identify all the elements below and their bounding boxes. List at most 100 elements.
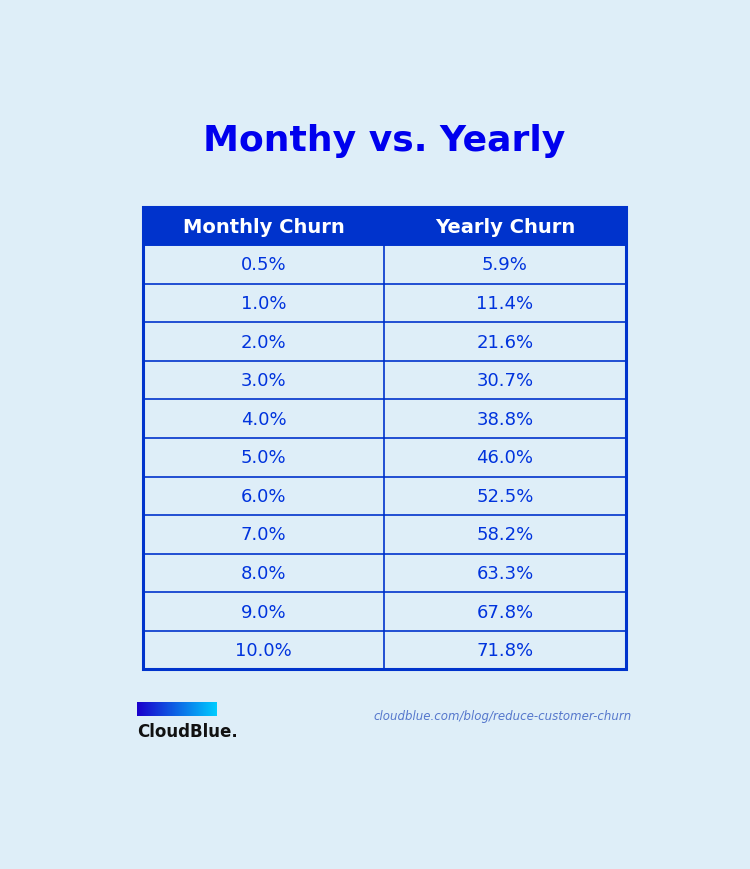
FancyBboxPatch shape: [149, 702, 151, 717]
FancyBboxPatch shape: [192, 702, 194, 717]
FancyBboxPatch shape: [143, 208, 626, 670]
FancyBboxPatch shape: [165, 702, 166, 717]
FancyBboxPatch shape: [181, 702, 182, 717]
Text: 5.0%: 5.0%: [241, 448, 286, 467]
FancyBboxPatch shape: [170, 702, 172, 717]
FancyBboxPatch shape: [190, 702, 191, 717]
FancyBboxPatch shape: [172, 702, 173, 717]
FancyBboxPatch shape: [211, 702, 213, 717]
Text: 52.5%: 52.5%: [476, 488, 534, 505]
Text: 21.6%: 21.6%: [476, 333, 533, 351]
FancyBboxPatch shape: [208, 702, 209, 717]
Text: 58.2%: 58.2%: [476, 526, 533, 544]
FancyBboxPatch shape: [156, 702, 158, 717]
FancyBboxPatch shape: [186, 702, 188, 717]
Text: Yearly Churn: Yearly Churn: [435, 217, 575, 236]
FancyBboxPatch shape: [205, 702, 206, 717]
FancyBboxPatch shape: [152, 702, 154, 717]
FancyBboxPatch shape: [145, 702, 146, 717]
FancyBboxPatch shape: [202, 702, 204, 717]
Text: 46.0%: 46.0%: [476, 448, 533, 467]
Text: 8.0%: 8.0%: [241, 564, 286, 582]
Text: CloudBlue.: CloudBlue.: [137, 722, 238, 740]
FancyBboxPatch shape: [171, 702, 172, 717]
FancyBboxPatch shape: [158, 702, 160, 717]
Text: 30.7%: 30.7%: [476, 372, 533, 389]
Text: cloudblue.com/blog/reduce-customer-churn: cloudblue.com/blog/reduce-customer-churn: [374, 709, 632, 722]
FancyBboxPatch shape: [154, 702, 155, 717]
Text: 9.0%: 9.0%: [241, 603, 286, 620]
Text: Monthy vs. Yearly: Monthy vs. Yearly: [203, 124, 566, 158]
FancyBboxPatch shape: [142, 702, 143, 717]
Text: 67.8%: 67.8%: [476, 603, 533, 620]
FancyBboxPatch shape: [209, 702, 210, 717]
Text: 38.8%: 38.8%: [476, 410, 533, 428]
FancyBboxPatch shape: [153, 702, 154, 717]
Text: 4.0%: 4.0%: [241, 410, 286, 428]
FancyBboxPatch shape: [196, 702, 198, 717]
FancyBboxPatch shape: [163, 702, 164, 717]
FancyBboxPatch shape: [150, 702, 152, 717]
FancyBboxPatch shape: [140, 702, 142, 717]
FancyBboxPatch shape: [166, 702, 169, 717]
FancyBboxPatch shape: [202, 702, 203, 717]
FancyBboxPatch shape: [160, 702, 161, 717]
FancyBboxPatch shape: [196, 702, 197, 717]
FancyBboxPatch shape: [215, 702, 217, 717]
FancyBboxPatch shape: [144, 702, 146, 717]
Text: Monthly Churn: Monthly Churn: [183, 217, 345, 236]
FancyBboxPatch shape: [206, 702, 207, 717]
FancyBboxPatch shape: [162, 702, 164, 717]
FancyBboxPatch shape: [184, 702, 186, 717]
Text: 71.8%: 71.8%: [476, 641, 533, 660]
FancyBboxPatch shape: [172, 702, 174, 717]
FancyBboxPatch shape: [190, 702, 192, 717]
Text: 3.0%: 3.0%: [241, 372, 286, 389]
FancyBboxPatch shape: [161, 702, 163, 717]
FancyBboxPatch shape: [187, 702, 188, 717]
FancyBboxPatch shape: [176, 702, 177, 717]
FancyBboxPatch shape: [209, 702, 211, 717]
FancyBboxPatch shape: [199, 702, 200, 717]
FancyBboxPatch shape: [159, 702, 160, 717]
FancyBboxPatch shape: [211, 702, 212, 717]
Text: 10.0%: 10.0%: [236, 641, 292, 660]
FancyBboxPatch shape: [182, 702, 183, 717]
FancyBboxPatch shape: [200, 702, 201, 717]
Text: 11.4%: 11.4%: [476, 295, 533, 313]
FancyBboxPatch shape: [198, 702, 200, 717]
FancyBboxPatch shape: [203, 702, 206, 717]
FancyBboxPatch shape: [151, 702, 152, 717]
FancyBboxPatch shape: [180, 702, 182, 717]
FancyBboxPatch shape: [146, 702, 148, 717]
FancyBboxPatch shape: [148, 702, 149, 717]
Text: 2.0%: 2.0%: [241, 333, 286, 351]
FancyBboxPatch shape: [184, 702, 185, 717]
FancyBboxPatch shape: [212, 702, 214, 717]
FancyBboxPatch shape: [206, 702, 209, 717]
FancyBboxPatch shape: [214, 702, 215, 717]
FancyBboxPatch shape: [174, 702, 176, 717]
FancyBboxPatch shape: [139, 702, 140, 717]
FancyBboxPatch shape: [188, 702, 189, 717]
FancyBboxPatch shape: [214, 702, 216, 717]
Text: 1.0%: 1.0%: [241, 295, 286, 313]
FancyBboxPatch shape: [147, 702, 148, 717]
FancyBboxPatch shape: [143, 702, 145, 717]
Text: 6.0%: 6.0%: [241, 488, 286, 505]
FancyBboxPatch shape: [141, 702, 142, 717]
FancyBboxPatch shape: [143, 208, 626, 246]
FancyBboxPatch shape: [200, 702, 202, 717]
FancyBboxPatch shape: [137, 702, 139, 717]
FancyBboxPatch shape: [194, 702, 195, 717]
FancyBboxPatch shape: [138, 702, 140, 717]
FancyBboxPatch shape: [166, 702, 167, 717]
FancyBboxPatch shape: [169, 702, 170, 717]
Text: 7.0%: 7.0%: [241, 526, 286, 544]
FancyBboxPatch shape: [178, 702, 180, 717]
Text: 0.5%: 0.5%: [241, 256, 286, 274]
FancyBboxPatch shape: [178, 702, 179, 717]
FancyBboxPatch shape: [168, 702, 170, 717]
FancyBboxPatch shape: [193, 702, 194, 717]
FancyBboxPatch shape: [183, 702, 184, 717]
